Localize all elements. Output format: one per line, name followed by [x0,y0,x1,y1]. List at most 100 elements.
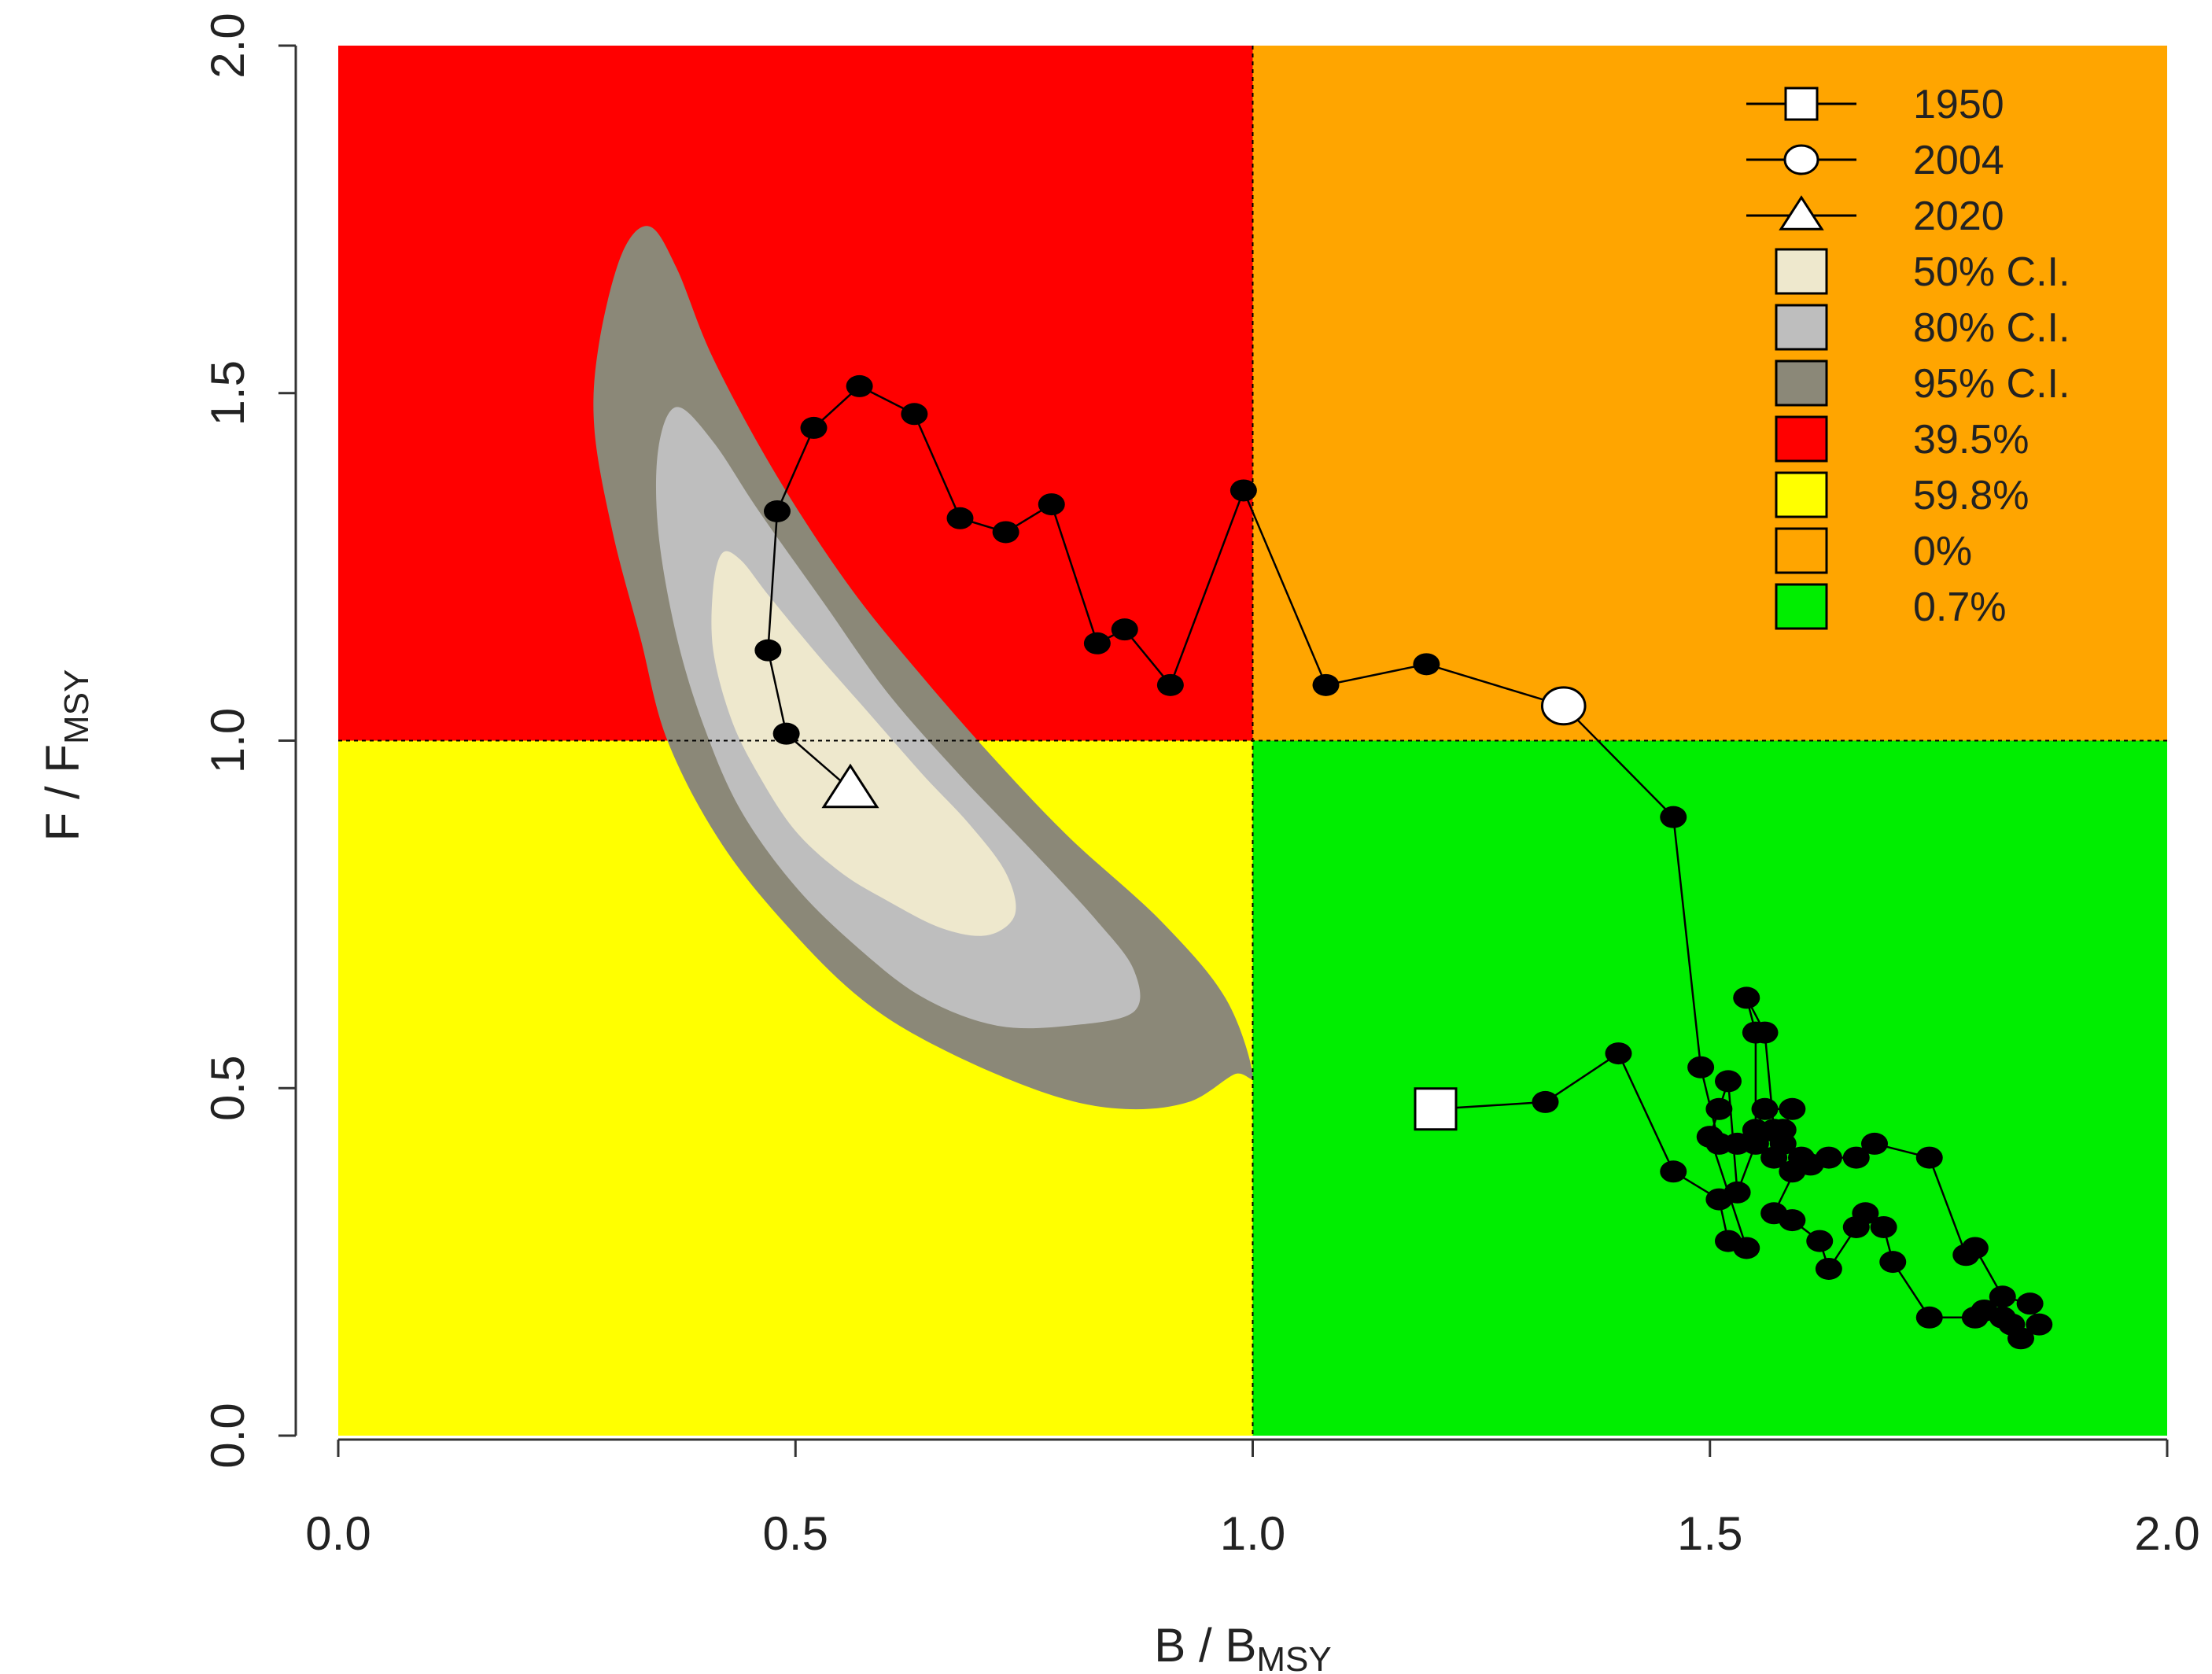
legend-label: 80% C.I. [1913,305,2070,351]
legend-item: 0.7% [1775,583,2007,630]
trajectory-point [1660,1160,1687,1183]
trajectory-point [1779,1160,1806,1183]
trajectory-point [1760,1146,1788,1169]
trajectory-point [2007,1327,2034,1350]
trajectory-point [1915,1306,1943,1329]
x-tick-label: 0.5 [763,1507,828,1560]
legend-swatch [1775,583,1828,630]
trajectory-point [1111,618,1138,641]
trajectory-point [846,374,873,397]
trajectory-point [1724,1132,1751,1155]
legend-swatch [1775,304,1828,351]
confidence-regions [593,226,1253,1110]
legend-label: 39.5% [1913,417,2029,463]
trajectory-point [764,500,791,522]
trajectory-point [754,639,782,662]
legend-item: 50% C.I. [1775,248,2070,295]
legend-square-icon [1784,87,1819,121]
axes: 0.0 0.5 1.0 1.5 2.0 0.0 0.5 1.0 1.5 2.0 [201,13,2200,1560]
legend-item: 39.5% [1775,415,2029,463]
trajectory-point [992,521,1019,544]
trajectory-point [1705,1097,1733,1120]
y-tick-label: 1.5 [201,360,254,426]
legend-swatch [1775,527,1828,574]
x-tick-label: 2.0 [2134,1507,2199,1560]
trajectory-point [1861,1132,1888,1155]
trajectory-point [1312,673,1340,696]
trajectory-point [1879,1251,1907,1274]
trajectory-point [1751,1097,1779,1120]
trajectory-series [754,374,2053,1350]
trajectory-point [1715,1070,1742,1093]
trajectory-point [1742,1119,1769,1141]
x-tick-label: 0.0 [305,1507,371,1560]
trajectory-point [1605,1042,1632,1065]
legend-item: 0% [1775,527,1972,574]
trajectory-point [2026,1313,2053,1336]
trajectory-point [1815,1257,1842,1280]
trajectory-point [1230,479,1257,502]
trajectory-point [1952,1244,1980,1267]
trajectory-point [1156,673,1184,696]
legend-item: 80% C.I. [1775,304,2070,351]
trajectory-point [1724,1181,1751,1204]
trajectory-point [800,416,828,439]
trajectory-point [1660,806,1687,828]
legend-item: 2020 [1746,194,2004,239]
marker-1950 [1414,1087,1458,1131]
x-axis-title: B / BMSY [1154,1619,1331,1674]
year-markers [821,686,1587,1131]
legend-label: 1950 [1913,82,2004,127]
trajectory-point [1733,986,1760,1009]
trajectory-point [772,722,800,745]
legend-item: 59.8% [1775,471,2029,518]
trajectory-point [1705,1132,1733,1155]
legend: 1950 2004 2020 50% C.I. 80% C.I. 95% C.I. 39.5… [1746,82,2070,630]
y-tick-label: 2.0 [201,13,254,78]
trajectory-point [1842,1146,1870,1169]
trajectory-point [901,403,928,426]
trajectory-point [1915,1146,1943,1169]
ci-region-80 [655,407,1141,1029]
legend-swatch [1775,415,1828,463]
legend-item: 2004 [1746,138,2004,183]
y-tick-label: 1.0 [201,708,254,773]
x-tick-label: 1.5 [1677,1507,1742,1560]
legend-label: 0.7% [1913,584,2007,630]
trajectory-point [1038,493,1065,516]
legend-label: 59.8% [1913,473,2029,518]
legend-label: 0% [1913,529,1972,574]
trajectory-point [1413,653,1440,676]
trajectory-point [1083,632,1111,654]
trajectory-point [1532,1090,1559,1113]
trajectory-point [1989,1285,2016,1308]
legend-label: 2004 [1913,138,2004,183]
trajectory-point [946,507,974,529]
legend-triangle-icon [1779,195,1824,230]
legend-swatch [1775,248,1828,295]
quadrant-overfishing [1252,46,2167,741]
y-tick-label: 0.5 [201,1056,254,1121]
y-axis-title: F / FMSY [36,669,96,842]
trajectory-point [1769,1119,1797,1141]
legend-label: 50% C.I. [1913,249,2070,295]
legend-label: 2020 [1913,194,2004,239]
trajectory-line [767,385,2041,1340]
x-tick-label: 1.0 [1220,1507,1285,1560]
legend-swatch [1775,471,1828,518]
marker-2020 [821,763,879,809]
trajectory-point [1852,1202,1879,1225]
trajectory-point [1779,1209,1806,1232]
trajectory-point [1779,1097,1806,1120]
legend-label: 95% C.I. [1913,361,2070,407]
trajectory-point [1751,1021,1779,1044]
trajectory-point [1806,1230,1834,1252]
marker-2004 [1540,686,1587,726]
legend-item: 1950 [1746,82,2004,127]
ci-region-50 [711,551,1016,936]
trajectory-point [1687,1056,1715,1079]
trajectory-point [1870,1215,1897,1238]
legend-circle-icon [1783,144,1819,175]
y-tick-label: 0.0 [201,1403,254,1468]
